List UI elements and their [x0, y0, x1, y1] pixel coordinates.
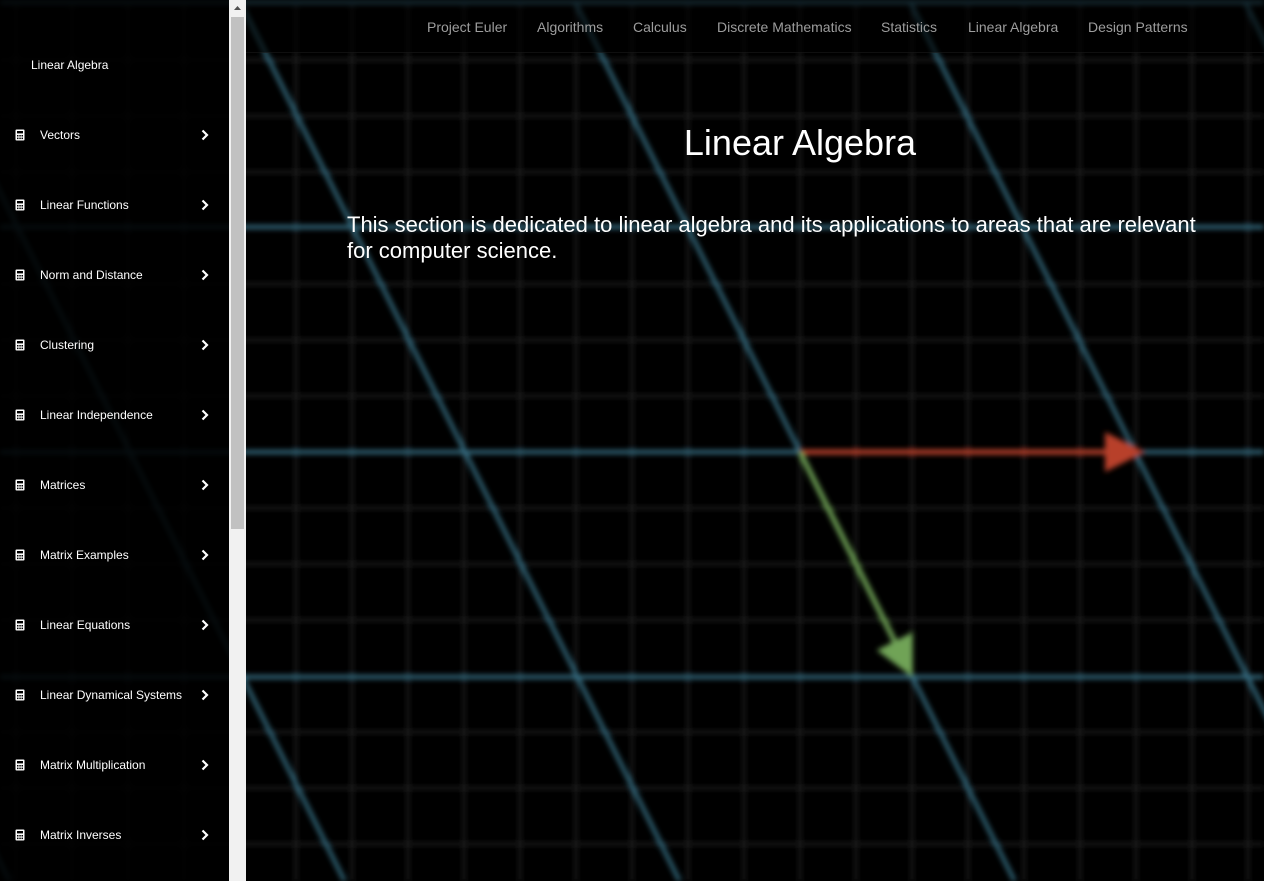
sidebar-item-label: Vectors [40, 128, 81, 142]
sidebar-title[interactable]: Linear Algebra [31, 58, 109, 72]
chevron-right-icon [201, 479, 209, 491]
chevron-right-icon [201, 759, 209, 771]
sidebar-item-norm-and-distance[interactable]: Norm and Distance [0, 240, 229, 310]
chevron-right-icon [201, 199, 209, 211]
intro-paragraph: This section is dedicated to linear alge… [347, 212, 1196, 263]
sidebar-item-matrices[interactable]: Matrices [0, 450, 229, 520]
calculator-icon [15, 409, 25, 421]
sidebar-item-label: Matrix Multiplication [40, 758, 146, 772]
chevron-right-icon [201, 409, 209, 421]
sidebar-item-matrix-examples[interactable]: Matrix Examples [0, 520, 229, 590]
nav-link-project-euler[interactable]: Project Euler [427, 19, 508, 35]
page-title: Linear Algebra [683, 122, 917, 163]
chevron-right-icon [201, 689, 209, 701]
sidebar-item-linear-functions[interactable]: Linear Functions [0, 170, 229, 240]
calculator-icon [15, 199, 25, 211]
calculator-icon [15, 479, 25, 491]
sidebar-item-label: Norm and Distance [40, 268, 143, 282]
sidebar-item-label: Matrices [40, 478, 86, 492]
scroll-up-arrow-icon[interactable] [229, 0, 246, 17]
nav-link-algorithms[interactable]: Algorithms [537, 19, 604, 35]
sidebar-item-linear-independence[interactable]: Linear Independence [0, 380, 229, 450]
sidebar-item-linear-equations[interactable]: Linear Equations [0, 590, 229, 660]
calculator-icon [15, 129, 25, 141]
sidebar-item-label: Linear Dynamical Systems [40, 688, 183, 702]
sidebar-item-label: Matrix Inverses [40, 828, 122, 842]
chevron-right-icon [201, 829, 209, 841]
chevron-right-icon [201, 549, 209, 561]
sidebar-item-linear-dynamical-systems[interactable]: Linear Dynamical Systems [0, 660, 229, 730]
calculator-icon [15, 339, 25, 351]
calculator-icon [15, 689, 25, 701]
sidebar-item-label: Linear Functions [40, 198, 129, 212]
chevron-right-icon [201, 269, 209, 281]
sidebar-item-label: Clustering [40, 338, 95, 352]
sidebar-item-label: Linear Independence [40, 408, 153, 422]
sidebar-item-vectors[interactable]: Vectors [0, 100, 229, 170]
scrollbar-thumb[interactable] [231, 17, 244, 529]
chevron-right-icon [201, 619, 209, 631]
calculator-icon [15, 619, 25, 631]
sidebar-item-matrix-inverses[interactable]: Matrix Inverses [0, 800, 229, 870]
sidebar-item-label: Matrix Examples [40, 548, 129, 562]
sidebar-list: Vectors Linear Functions [0, 100, 229, 870]
sidebar-item-clustering[interactable]: Clustering [0, 310, 229, 380]
sidebar-scrollbar[interactable] [229, 0, 246, 881]
sidebar-item-label: Linear Equations [40, 618, 131, 632]
calculator-icon [15, 269, 25, 281]
nav-link-statistics[interactable]: Statistics [881, 19, 938, 35]
calculator-icon [15, 829, 25, 841]
calculator-icon [15, 759, 25, 771]
sidebar-item-matrix-multiplication[interactable]: Matrix Multiplication [0, 730, 229, 800]
nav-link-discrete-mathematics[interactable]: Discrete Mathematics [717, 19, 852, 35]
chevron-right-icon [201, 339, 209, 351]
chevron-right-icon [201, 129, 209, 141]
top-navbar: Project Euler Algorithms Calculus Discre… [246, 0, 1264, 53]
nav-link-calculus[interactable]: Calculus [633, 19, 687, 35]
nav-link-linear-algebra[interactable]: Linear Algebra [968, 19, 1059, 35]
sidebar: Linear Algebra Vectors Linear Funct [0, 0, 229, 881]
nav-link-design-patterns[interactable]: Design Patterns [1088, 19, 1188, 35]
calculator-icon [15, 549, 25, 561]
